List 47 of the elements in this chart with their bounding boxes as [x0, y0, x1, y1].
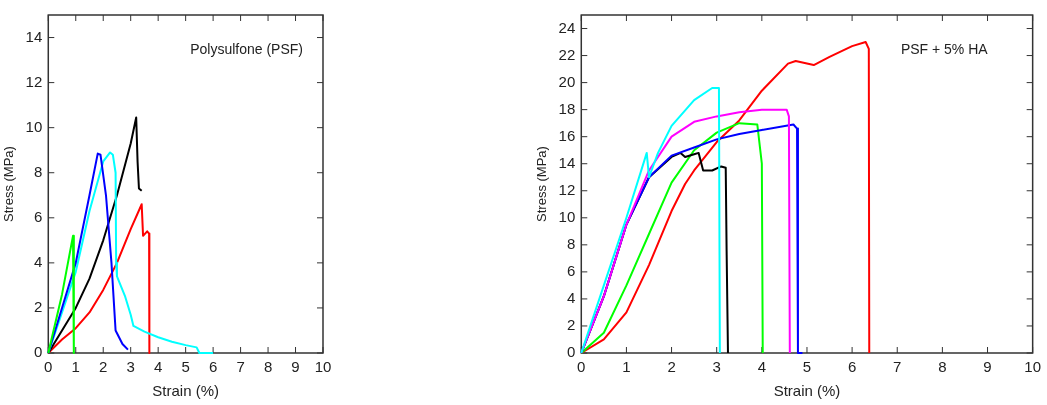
y-tick-label: 10	[25, 117, 43, 135]
y-tick-label: 14	[25, 27, 43, 45]
y-tick-label: 6	[566, 262, 576, 280]
x-tick-label: 3	[126, 358, 135, 376]
x-tick-label: 4	[757, 358, 767, 376]
x-tick-label: 2	[99, 358, 108, 376]
annotation: PSF + 5% HA	[900, 40, 989, 57]
x-tick-label: 10	[314, 358, 332, 376]
annotation: Polysulfone (PSF)	[190, 40, 303, 57]
x-tick-label: 8	[263, 358, 273, 376]
x-tick-label: 10	[1024, 358, 1041, 376]
x-tick-label: 6	[208, 358, 218, 376]
y-tick-label: 6	[33, 207, 43, 225]
y-tick-label: 4	[33, 253, 43, 271]
x-tick-label: 9	[983, 358, 992, 376]
x-tick-label: 6	[847, 358, 857, 376]
y-tick-label: 2	[33, 298, 43, 316]
y-axis-title: Stress (MPa)	[534, 146, 550, 222]
y-tick-label: 10	[558, 207, 576, 225]
x-tick-label: 4	[154, 358, 163, 376]
y-tick-label: 8	[566, 234, 576, 252]
y-tick-label: 16	[558, 126, 576, 144]
x-tick-label: 7	[893, 358, 902, 376]
y-tick-label: 24	[558, 18, 576, 36]
y-tick-label: 12	[558, 180, 576, 198]
x-axis-title: Strain (%)	[152, 382, 219, 400]
y-tick-label: 14	[558, 153, 576, 171]
x-tick-label: 1	[71, 358, 80, 376]
x-tick-label: 8	[938, 358, 947, 376]
y-tick-label: 22	[558, 45, 576, 63]
y-axis-title: Stress (MPa)	[1, 146, 17, 222]
y-tick-label: 4	[566, 289, 576, 307]
x-tick-label: 1	[622, 358, 631, 376]
x-tick-label: 9	[291, 358, 300, 376]
x-tick-label: 5	[802, 358, 812, 376]
y-tick-label: 2	[566, 316, 576, 334]
y-tick-label: 8	[33, 162, 43, 180]
y-tick-label: 20	[558, 72, 576, 90]
y-tick-label: 0	[566, 343, 576, 361]
x-tick-label: 2	[667, 358, 676, 376]
y-tick-label: 12	[25, 72, 43, 90]
x-tick-label: 7	[236, 358, 245, 376]
y-tick-label: 18	[558, 99, 576, 117]
x-tick-label: 3	[712, 358, 721, 376]
y-tick-label: 0	[33, 343, 43, 361]
x-tick-label: 5	[181, 358, 190, 376]
x-axis-title: Strain (%)	[773, 382, 841, 400]
